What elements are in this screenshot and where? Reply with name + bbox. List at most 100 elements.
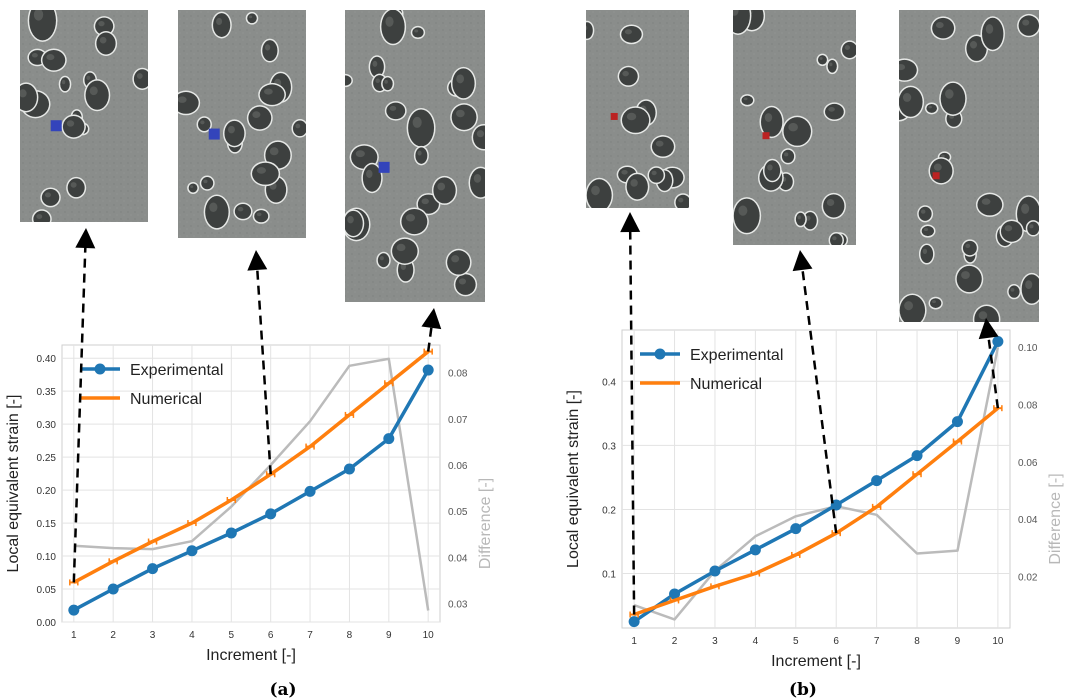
y-tick-label: 0.3 — [602, 441, 616, 452]
experimental-point — [265, 508, 277, 520]
y-right-tick-label: 0.03 — [448, 600, 468, 611]
arrowhead-icon — [75, 228, 96, 249]
x-tick-label: 1 — [71, 630, 77, 641]
x-tick-label: 9 — [955, 636, 961, 647]
x-tick-label: 10 — [992, 636, 1004, 647]
experimental-point — [186, 545, 198, 557]
experimental-point — [790, 523, 802, 535]
experimental-point — [304, 485, 316, 497]
x-tick-label: 1 — [631, 636, 637, 647]
y-right-tick-label: 0.10 — [1018, 343, 1038, 354]
x-axis-label: Increment [-] — [206, 647, 296, 664]
y-right-axis-label: Difference [-] — [477, 478, 494, 569]
y-tick-label: 0.30 — [37, 420, 57, 431]
legend-marker — [654, 348, 666, 360]
experimental-point — [628, 616, 640, 628]
x-tick-label: 8 — [347, 630, 353, 641]
experimental-point — [343, 463, 355, 475]
experimental-point — [383, 433, 395, 445]
experimental-series-line — [633, 340, 1000, 624]
chart-panel-b: 1 2 3 4 5 6 7 8 9 10 0.1 0.2 0.3 0.4 0.02 0.04 0.06 0.08 0… — [565, 329, 1064, 670]
caption-a: (a) — [269, 680, 296, 700]
legend-label: Numerical — [130, 391, 202, 408]
x-tick-label: 8 — [914, 636, 920, 647]
arrowhead-icon — [978, 318, 999, 340]
y-right-tick-label: 0.06 — [1018, 458, 1038, 469]
arrowhead-icon — [792, 250, 813, 272]
y-tick-label: 0.15 — [37, 519, 57, 530]
y-tick-label: 0.25 — [37, 453, 57, 464]
y-tick-label: 0.20 — [37, 486, 57, 497]
x-tick-label: 3 — [150, 630, 156, 641]
y-right-tick-label: 0.04 — [448, 553, 468, 564]
connector-line — [628, 227, 636, 615]
micrograph-b-increment-1 — [586, 10, 689, 208]
y-right-tick-label: 0.06 — [448, 461, 468, 472]
experimental-point — [147, 563, 159, 575]
x-tick-label: 2 — [110, 630, 116, 641]
micrograph-a-increment-1 — [20, 10, 148, 222]
experimental-point — [225, 527, 237, 539]
chart-panel-a: 1 2 3 4 5 6 7 8 9 10 0.00 0.05 0.10 0.15 0.20 0.25 0.30 0… — [5, 344, 494, 664]
y-tick-label: 0.2 — [602, 505, 616, 516]
experimental-point — [749, 544, 761, 556]
connector-line — [426, 323, 434, 352]
arrowhead-icon — [620, 212, 641, 233]
x-tick-label: 4 — [753, 636, 759, 647]
x-tick-label: 5 — [793, 636, 799, 647]
legend-label: Numerical — [690, 376, 762, 393]
y-tick-label: 0.1 — [602, 570, 616, 581]
y-right-tick-label: 0.08 — [448, 369, 468, 380]
y-axis-label: Local equivalent strain [-] — [5, 395, 22, 573]
y-right-axis-label: Difference [-] — [1047, 473, 1064, 564]
experimental-point — [709, 565, 721, 577]
x-tick-label: 6 — [268, 630, 274, 641]
connector-arrows — [72, 212, 1000, 615]
region-marker — [208, 128, 220, 140]
region-marker — [378, 161, 390, 173]
region-marker — [932, 172, 940, 180]
region-marker — [610, 112, 618, 120]
x-axis-label: Increment [-] — [771, 653, 861, 670]
numerical-series-line — [633, 406, 1000, 617]
y-right-tick-label: 0.07 — [448, 415, 468, 426]
y-tick-label: 0.05 — [37, 585, 57, 596]
x-tick-label: 6 — [833, 636, 839, 647]
y-tick-label: 0.00 — [37, 618, 57, 629]
caption-b: (b) — [789, 680, 817, 700]
experimental-point — [871, 475, 883, 487]
connector-line — [255, 265, 272, 475]
x-tick-label: 7 — [307, 630, 313, 641]
experimental-point — [951, 416, 963, 428]
micrograph-a-increment-6 — [178, 10, 306, 238]
experimental-series-line — [72, 369, 430, 612]
y-tick-label: 0.40 — [37, 354, 57, 365]
region-marker — [762, 132, 770, 140]
y-axis-label: Local equivalent strain [-] — [565, 390, 582, 568]
y-right-tick-label: 0.02 — [1018, 572, 1038, 583]
experimental-point — [669, 588, 681, 600]
connector-line — [72, 243, 87, 583]
connector-line — [986, 333, 1000, 409]
y-tick-label: 0.10 — [37, 552, 57, 563]
y-tick-label: 0.35 — [37, 387, 57, 398]
arrowhead-icon — [421, 308, 442, 330]
plot-area — [621, 329, 1011, 629]
x-tick-label: 5 — [229, 630, 235, 641]
experimental-point — [68, 604, 80, 616]
x-tick-label: 2 — [672, 636, 678, 647]
x-tick-label: 3 — [712, 636, 718, 647]
experimental-point — [107, 583, 119, 595]
region-marker — [50, 120, 62, 132]
legend-marker — [94, 363, 106, 375]
legend-label: Experimental — [690, 347, 783, 364]
x-tick-label: 10 — [423, 630, 435, 641]
micrograph-b-increment-10 — [899, 10, 1039, 322]
micrograph-a-increment-10 — [345, 10, 485, 302]
y-tick-label: 0.4 — [602, 377, 616, 388]
y-right-tick-label: 0.04 — [1018, 515, 1038, 526]
y-right-tick-label: 0.05 — [448, 507, 468, 518]
x-tick-label: 7 — [874, 636, 880, 647]
legend-label: Experimental — [130, 362, 223, 379]
